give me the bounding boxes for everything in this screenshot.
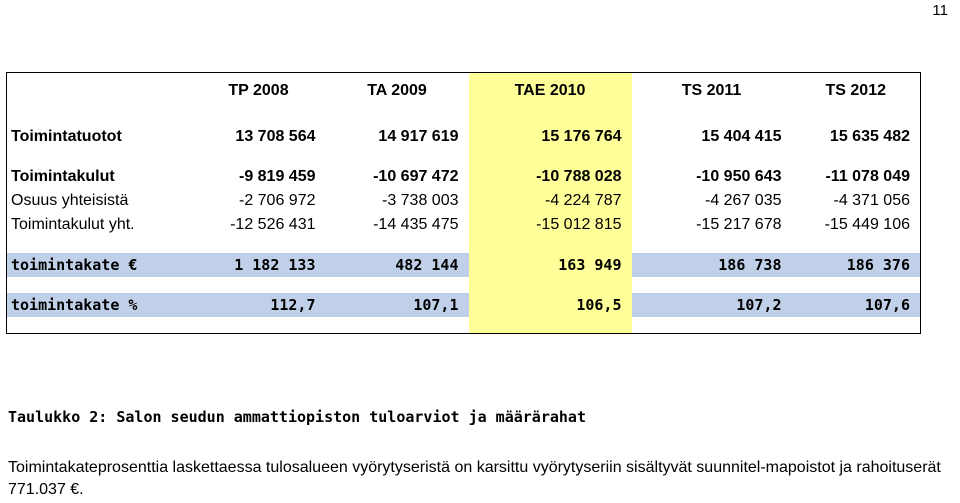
table-row: Toimintakulut yht. -12 526 431 -14 435 4…: [7, 213, 921, 237]
table-cell: 13 708 564: [235, 128, 316, 145]
table-row: Toimintakulut -9 819 459 -10 697 472 -10…: [7, 165, 921, 189]
table-cell: -15 012 815: [468, 213, 632, 237]
spacer-row: [7, 277, 921, 293]
budget-table: TP 2008 TA 2009 TAE 2010 TS 2011 TS 2012…: [6, 72, 921, 334]
table-cell: 107,2: [631, 293, 792, 317]
table-cell: -4 371 056: [833, 192, 910, 209]
column-header: TS 2011: [681, 82, 742, 99]
table-cell: -15 217 678: [696, 216, 782, 233]
table-cell: 186 738: [631, 253, 792, 277]
table-header-row: TP 2008 TA 2009 TAE 2010 TS 2011 TS 2012: [7, 72, 921, 110]
table-cell: 163 949: [468, 253, 632, 277]
spacer-row: [7, 237, 921, 253]
row-label: toimintakate %: [6, 293, 192, 317]
row-label: toimintakate €: [6, 253, 192, 277]
table-cell: -15 449 106: [824, 216, 910, 233]
header-empty-cell: [7, 73, 192, 110]
table-row: toimintakate € 1 182 133 482 144 163 949…: [6, 253, 921, 277]
table-cell: -12 526 431: [230, 216, 316, 233]
table-cell: -11 078 049: [825, 168, 910, 185]
table-cell: -10 697 472: [373, 168, 459, 185]
table-cell: -10 950 643: [696, 168, 782, 185]
table-cell: 106,5: [468, 293, 632, 317]
table-cell: -14 435 475: [373, 216, 459, 233]
table-cell: -10 788 028: [468, 165, 632, 189]
table-cell: 107,6: [791, 293, 921, 317]
table-cell: -4 224 787: [468, 189, 632, 213]
footnote-text: Toimintakateprosenttia laskettaessa tulo…: [8, 459, 941, 498]
column-header: TA 2009: [367, 82, 427, 99]
table-cell: -3 738 003: [381, 192, 459, 209]
table-cell: -4 267 035: [704, 192, 782, 209]
row-label: Osuus yhteisistä: [11, 192, 129, 209]
table-caption: Taulukko 2: Salon seudun ammattiopiston …: [8, 408, 586, 426]
table-cell: 15 404 415: [701, 128, 782, 145]
table-cell: 186 376: [791, 253, 921, 277]
table-row: Toimintatuotot 13 708 564 14 917 619 15 …: [7, 125, 921, 149]
table-cell: 112,7: [191, 293, 326, 317]
column-header: TS 2012: [825, 82, 886, 99]
row-label: Toimintatuotot: [11, 128, 122, 145]
page-number: 11: [932, 2, 948, 19]
table-cell: 15 635 482: [829, 128, 910, 145]
row-label: Toimintakulut yht.: [11, 216, 135, 233]
table-cell: 14 917 619: [378, 128, 459, 145]
table-row: Osuus yhteisistä -2 706 972 -3 738 003 -…: [7, 189, 921, 213]
table-cell: 1 182 133: [191, 253, 326, 277]
table-cell: -9 819 459: [238, 168, 316, 185]
table-cell: 15 176 764: [468, 125, 632, 149]
table-cell: 107,1: [325, 293, 469, 317]
spacer-row: [7, 109, 921, 125]
table-cell: 482 144: [325, 253, 469, 277]
column-header: TAE 2010: [468, 72, 632, 109]
column-header: TP 2008: [228, 82, 289, 99]
table-row: toimintakate % 112,7 107,1 106,5 107,2 1…: [6, 293, 921, 317]
spacer-row: [7, 149, 921, 165]
row-label: Toimintakulut: [11, 168, 115, 185]
table-cell: -2 706 972: [238, 192, 316, 209]
spacer-row: [7, 317, 921, 334]
